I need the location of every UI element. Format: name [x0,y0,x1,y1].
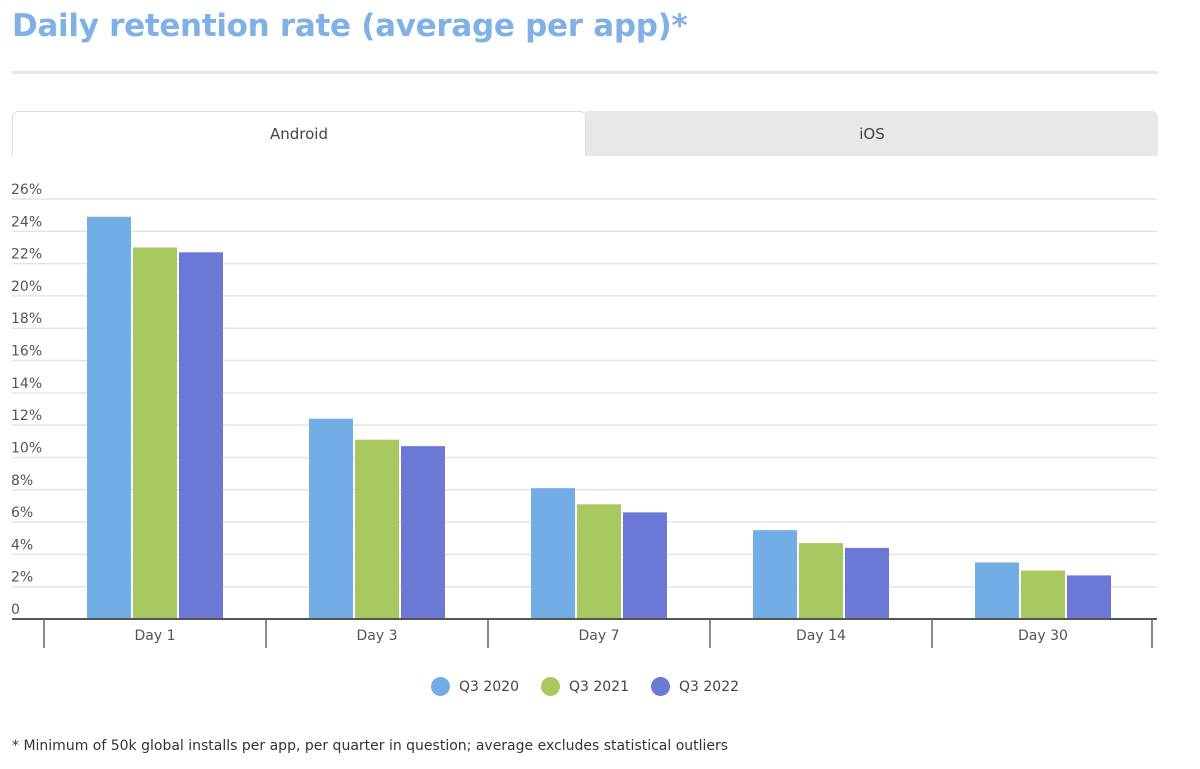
bar-q3-2020-day-3 [309,418,353,619]
footnote: * Minimum of 50k global installs per app… [12,738,729,754]
y-tick-label: 16% [11,344,42,360]
bar-q3-2022-day-30 [1067,575,1111,619]
bar-q3-2020-day-30 [975,562,1019,619]
y-tick-label: 18% [11,311,42,327]
bar-q3-2021-day-3 [355,439,399,619]
legend-swatch [430,677,450,696]
y-tick-label: 14% [11,376,42,392]
bar-q3-2022-day-1 [179,252,223,620]
bar-q3-2020-day-1 [87,216,131,619]
bar-q3-2022-day-7 [623,512,667,619]
y-tick-label: 2% [11,570,33,586]
x-tick-label: Day 7 [578,628,619,644]
tab-ios[interactable]: iOS [586,111,1158,156]
legend-swatch [651,677,670,696]
legend-label: Q3 2022 [679,678,740,695]
y-tick-label: 0 [11,602,20,618]
y-tick-label: 26% [11,182,42,198]
y-tick-label: 4% [11,537,33,553]
bar-chart: 0 2% 4% 6% 8% 10% 12% 14% 16% 18% 20% 22% 24% 26% Day … [11,182,1157,648]
y-tick-label: 8% [11,473,33,489]
bar-q3-2021-day-14 [799,543,843,619]
y-tick-label: 12% [11,408,42,424]
bar-q3-2022-day-14 [845,547,889,619]
x-tick-label: Day 3 [356,628,397,644]
bar-q3-2020-day-7 [531,488,575,619]
bar-q3-2021-day-1 [133,247,177,619]
legend-item[interactable]: Q3 2022 [651,677,739,696]
y-tick-label: 10% [11,440,42,456]
platform-tabs: Android iOS [12,111,1158,156]
y-tick-label: 24% [11,214,42,230]
bar-q3-2020-day-14 [753,530,797,619]
y-tick-label: 22% [11,247,42,263]
y-tick-label: 20% [11,279,42,295]
tab-android[interactable]: Android [12,111,586,156]
legend-label: Q3 2020 [458,678,519,695]
bar-q3-2021-day-7 [577,504,621,619]
legend-item[interactable]: Q3 2020 [430,677,519,696]
chart-title: Daily retention rate (average per app)* [12,8,688,44]
x-tick-label: Day 30 [1018,628,1068,644]
legend-item[interactable]: Q3 2021 [540,677,629,696]
legend: Q3 2020 Q3 2021 Q3 2022 [0,677,1170,696]
title-divider [12,71,1158,74]
bar-q3-2021-day-30 [1021,570,1065,619]
x-tick-label: Day 1 [134,628,175,644]
y-tick-label: 6% [11,505,33,521]
x-tick-label: Day 14 [796,628,846,644]
legend-swatch [540,677,560,696]
bar-q3-2022-day-3 [401,446,445,619]
legend-label: Q3 2021 [568,678,629,695]
